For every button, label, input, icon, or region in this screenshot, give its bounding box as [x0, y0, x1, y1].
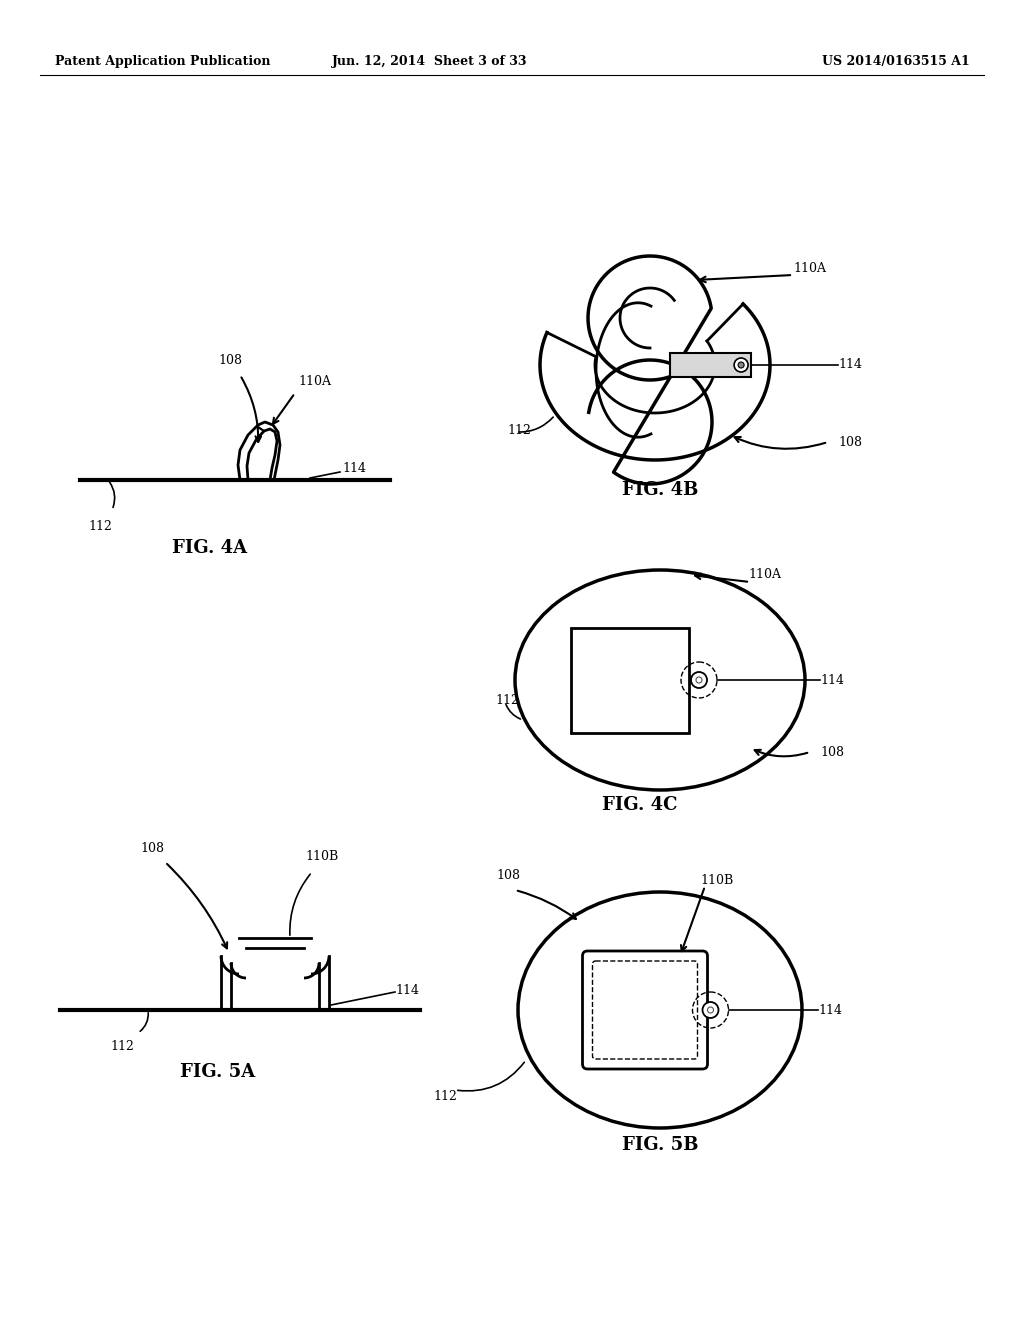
- Text: 112: 112: [433, 1090, 457, 1104]
- Circle shape: [696, 677, 702, 682]
- Text: 114: 114: [838, 359, 862, 371]
- Text: FIG. 5A: FIG. 5A: [180, 1063, 256, 1081]
- Text: 114: 114: [395, 983, 419, 997]
- Circle shape: [691, 672, 707, 688]
- Text: Patent Application Publication: Patent Application Publication: [55, 55, 270, 69]
- Polygon shape: [597, 342, 713, 411]
- Circle shape: [702, 1002, 719, 1018]
- Text: FIG. 4A: FIG. 4A: [172, 539, 248, 557]
- Text: 108: 108: [838, 436, 862, 449]
- Text: 110B: 110B: [305, 850, 338, 863]
- Text: 112: 112: [507, 424, 530, 437]
- Text: US 2014/0163515 A1: US 2014/0163515 A1: [822, 55, 970, 69]
- Text: 110A: 110A: [748, 569, 781, 582]
- Text: 108: 108: [496, 869, 520, 882]
- Text: 114: 114: [820, 673, 844, 686]
- Text: 110A: 110A: [793, 261, 826, 275]
- Circle shape: [708, 1007, 714, 1012]
- Text: 112: 112: [110, 1040, 134, 1053]
- Text: FIG. 5B: FIG. 5B: [622, 1137, 698, 1154]
- Text: 108: 108: [820, 746, 844, 759]
- Text: FIG. 4B: FIG. 4B: [622, 480, 698, 499]
- Text: FIG. 4C: FIG. 4C: [602, 796, 678, 814]
- Text: 108: 108: [218, 354, 242, 367]
- Bar: [571, 627, 689, 733]
- Text: 112: 112: [495, 693, 519, 706]
- Text: 114: 114: [818, 1003, 842, 1016]
- Text: 110A: 110A: [298, 375, 331, 388]
- Text: Jun. 12, 2014  Sheet 3 of 33: Jun. 12, 2014 Sheet 3 of 33: [332, 55, 527, 69]
- Text: 112: 112: [88, 520, 112, 533]
- Ellipse shape: [515, 570, 805, 789]
- Ellipse shape: [518, 892, 802, 1129]
- Text: 108: 108: [140, 842, 164, 855]
- Text: 110B: 110B: [700, 874, 733, 887]
- Circle shape: [734, 358, 749, 372]
- Circle shape: [738, 362, 744, 368]
- FancyBboxPatch shape: [670, 352, 751, 378]
- Text: 114: 114: [342, 462, 366, 475]
- FancyBboxPatch shape: [583, 950, 708, 1069]
